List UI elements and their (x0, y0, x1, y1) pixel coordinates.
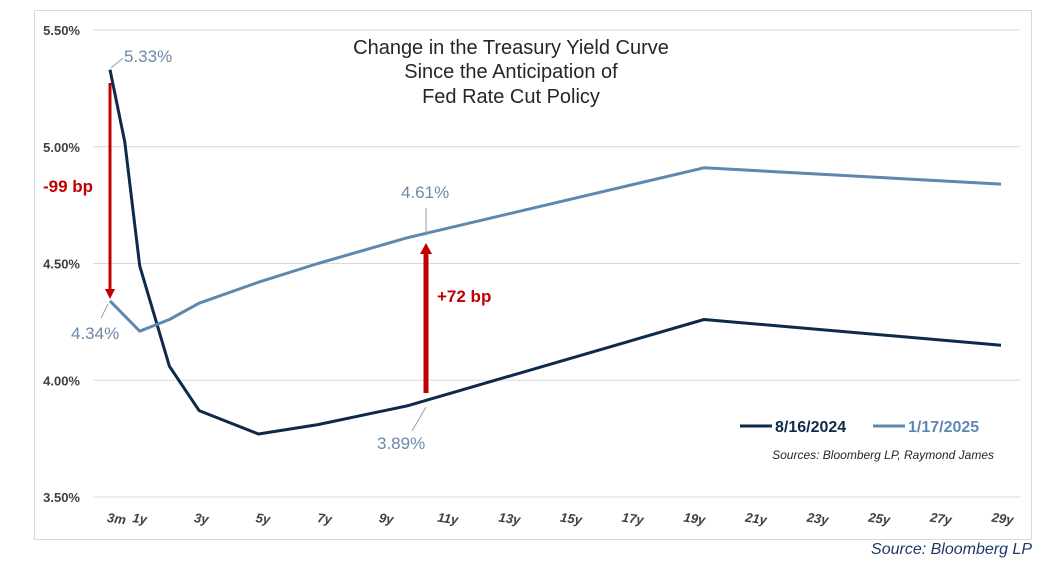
x-tick-label: 15y (559, 510, 583, 528)
chart-title-line-1: Change in the Treasury Yield Curve (353, 37, 669, 59)
label-4-61: 4.61% (401, 183, 449, 202)
leader-389 (411, 406, 427, 432)
legend: 8/16/2024 1/17/2025 (740, 419, 979, 436)
label-minus-99-bp: -99 bp (43, 177, 93, 196)
x-tick-label: 25y (867, 509, 892, 527)
x-tick-label: 3y (193, 510, 210, 527)
legend-label-8-16-2024: 8/16/2024 (775, 419, 846, 436)
chart-title-line-2: Since the Anticipation of (404, 61, 618, 83)
y-axis-ticks: 3.50% 4.00% 4.50% 5.00% 5.50% (43, 23, 80, 505)
x-tick-label: 5y (255, 510, 272, 527)
source-note-inner: Sources: Bloomberg LP, Raymond James (772, 448, 994, 462)
x-tick-label: 3m (106, 510, 127, 528)
x-axis-ticks: 3m 1y 3y 5y 7y 9y 11y 13y 15y 17y 19y 21y 23y 25y 27y 2… (106, 509, 1015, 527)
leader-533 (110, 57, 124, 69)
change-arrow-short-end (105, 83, 115, 299)
x-tick-label: 17y (621, 510, 645, 528)
x-tick-label: 19y (683, 510, 707, 528)
x-tick-label: 13y (498, 510, 522, 528)
series-line-1-17-2025 (108, 166, 1002, 333)
label-plus-72-bp: +72 bp (437, 287, 491, 306)
x-tick-label: 7y (316, 510, 333, 527)
label-4-34: 4.34% (71, 324, 119, 343)
gridlines (93, 29, 1020, 498)
chart-frame: 3.50% 4.00% 4.50% 5.00% 5.50% 3m 1y 3y 5y 7y 9y 11… (34, 10, 1032, 540)
y-tick-label: 3.50% (43, 490, 80, 505)
series-line-8-16-2024 (108, 69, 1002, 436)
change-arrow-10y (420, 243, 432, 393)
y-tick-label: 4.00% (43, 373, 80, 388)
leader-434 (100, 303, 109, 319)
label-5-33: 5.33% (124, 47, 172, 66)
y-tick-label: 4.50% (43, 257, 80, 272)
series-lines (108, 69, 1002, 436)
x-tick-label: 23y (805, 509, 830, 527)
x-tick-label: 11y (437, 510, 460, 528)
y-tick-label: 5.00% (43, 140, 80, 155)
x-tick-label: 21y (743, 509, 768, 527)
legend-label-1-17-2025: 1/17/2025 (908, 419, 979, 436)
x-tick-label: 1y (132, 510, 149, 527)
y-tick-label: 5.50% (43, 23, 80, 38)
yield-curve-chart: 3.50% 4.00% 4.50% 5.00% 5.50% 3m 1y 3y 5y 7y 9y 11… (43, 23, 1020, 528)
x-tick-label: 9y (378, 510, 395, 527)
x-tick-label: 27y (928, 509, 953, 527)
source-note: Source: Bloomberg LP (871, 541, 1032, 558)
x-tick-label: 29y (990, 509, 1015, 527)
label-3-89: 3.89% (377, 434, 425, 453)
chart-title-line-3: Fed Rate Cut Policy (422, 86, 600, 108)
